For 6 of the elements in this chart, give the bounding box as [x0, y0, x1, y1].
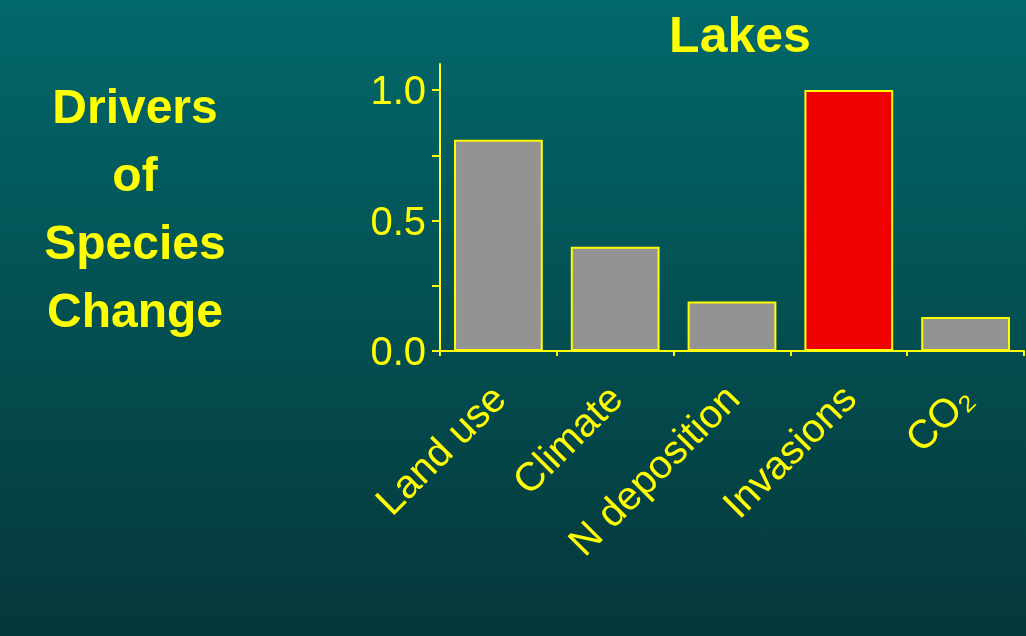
chart-title: Lakes: [669, 7, 811, 63]
text: Drivers of Species Change: [44, 79, 226, 337]
x-tick-label: CO₂: [896, 375, 982, 460]
y-tick-label: 0.0: [370, 329, 426, 373]
y-tick-label: 1.0: [370, 68, 426, 113]
y-tick-label: 0.5: [370, 198, 426, 243]
